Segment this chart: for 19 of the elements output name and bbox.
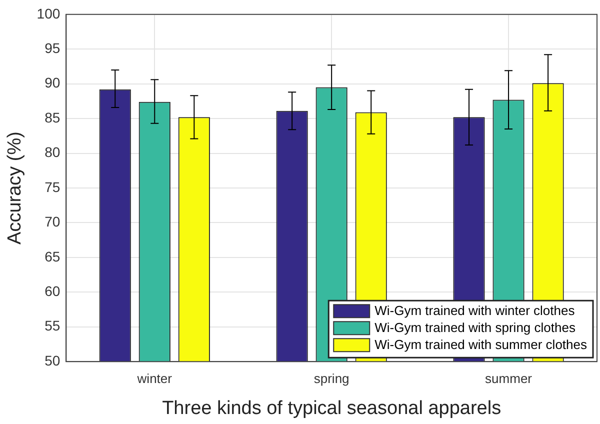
y-tick-label: 100 bbox=[36, 5, 60, 22]
y-tick-label: 80 bbox=[44, 144, 60, 160]
y-tick-label: 55 bbox=[44, 318, 60, 334]
y-tick-label: 60 bbox=[44, 283, 60, 300]
y-tick-label: 85 bbox=[44, 109, 60, 126]
x-tick-label: winter bbox=[136, 370, 173, 386]
y-tick-label: 95 bbox=[44, 40, 60, 56]
y-tick-label: 90 bbox=[44, 74, 60, 91]
y-axis-title: Accuracy (%) bbox=[4, 132, 26, 244]
x-axis-title: Three kinds of typical seasonal apparels bbox=[162, 398, 502, 419]
x-tick-label: spring bbox=[314, 370, 350, 386]
legend-label: Wi-Gym trained with summer clothes bbox=[374, 337, 588, 352]
x-tick-label: summer bbox=[485, 370, 533, 386]
y-tick-label: 75 bbox=[44, 178, 60, 195]
y-tick-label: 65 bbox=[44, 248, 60, 264]
y-tick-label: 70 bbox=[44, 214, 60, 230]
legend-label: Wi-Gym trained with winter clothes bbox=[374, 303, 576, 318]
y-tick-label: 50 bbox=[44, 352, 60, 368]
legend-label: Wi-Gym trained with spring clothes bbox=[374, 320, 576, 336]
